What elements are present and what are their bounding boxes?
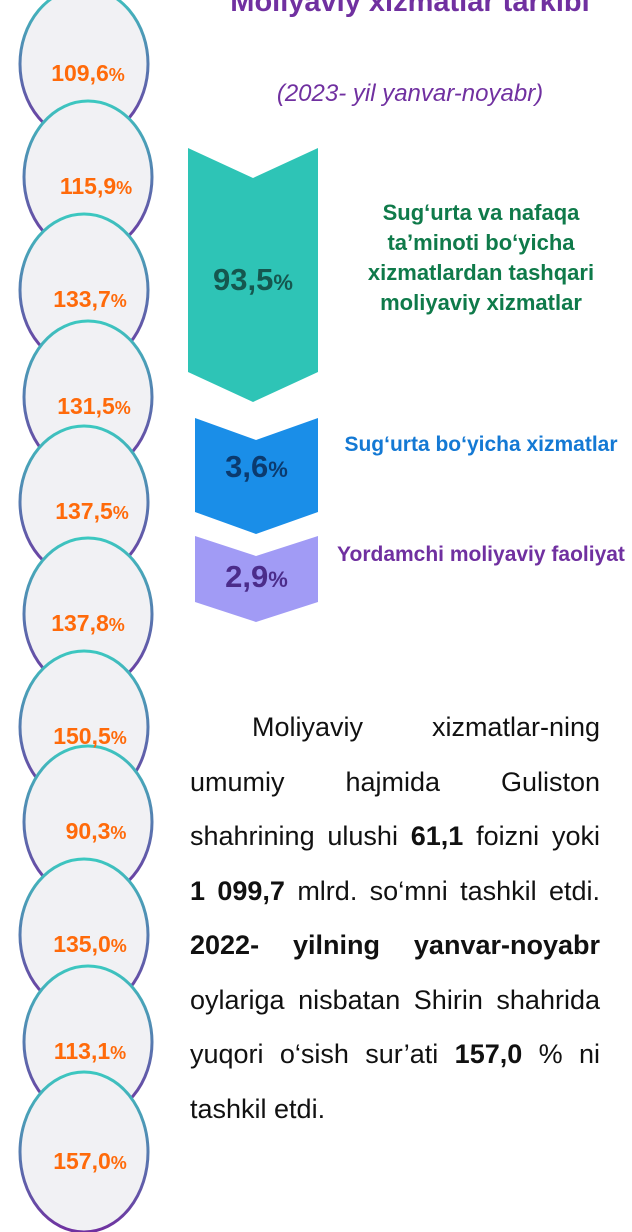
growth-unit: %: [111, 728, 127, 748]
growth-value: 150,5: [53, 723, 111, 749]
share-label: Sug‘urta bo‘yicha xizmatlar: [344, 433, 618, 456]
arrow-teal: [188, 148, 318, 402]
growth-label: 115,9%: [60, 173, 132, 199]
growth-unit: %: [110, 1043, 126, 1063]
share-value: 93,5%: [213, 262, 293, 297]
growth-value: 135,0: [53, 931, 111, 957]
growth-value: 137,5: [55, 498, 113, 524]
share-label: Sug‘urta va nafaqa ta’minoti bo‘yicha xi…: [367, 200, 595, 315]
growth-unit: %: [109, 615, 125, 635]
growth-unit: %: [110, 823, 126, 843]
text-run: oylariga nisbatan Shirin shahrida yuqori…: [190, 984, 600, 1070]
growth-value: 131,5: [57, 393, 115, 419]
share-value: 3,6%: [225, 449, 288, 484]
growth-value: 115,9: [60, 173, 116, 199]
growth-label: 135,0%: [53, 931, 127, 957]
growth-value: 133,7: [53, 286, 111, 312]
growth-label: 133,7%: [53, 286, 127, 312]
growth-circle: [18, 1070, 150, 1232]
growth-value: 90,3: [66, 818, 111, 844]
share-value: 2,9%: [225, 559, 288, 594]
share-label: Yordamchi moliyaviy faoliyat: [337, 543, 625, 566]
growth-label: 150,5%: [53, 723, 127, 749]
growth-label: 137,8%: [51, 610, 125, 636]
arrow-blue: [195, 418, 318, 534]
growth-unit: %: [116, 178, 132, 198]
growth-unit: %: [111, 936, 127, 956]
arrow-lavender: [195, 536, 318, 622]
growth-unit: %: [115, 398, 131, 418]
text-run: mlrd. so‘mni tashkil etdi.: [284, 875, 600, 906]
growth-value: 109,6: [51, 60, 109, 86]
text-run: Moliyaviy xizmatlar-ning umumiy hajmida …: [190, 712, 600, 851]
text-run: 157,0: [454, 1039, 523, 1069]
growth-unit: %: [113, 503, 129, 523]
paragraph: Moliyaviy xizmatlar-ning umumiy hajmida …: [190, 700, 600, 1136]
growth-unit: %: [111, 1153, 127, 1173]
growth-label: 113,1%: [54, 1038, 126, 1064]
growth-label: 109,6%: [51, 60, 125, 86]
text-run: 61,1: [410, 821, 464, 851]
text-run: 2022- yilning yanvar-noyabr: [190, 930, 600, 960]
growth-unit: %: [111, 291, 127, 311]
growth-value: 113,1: [54, 1038, 110, 1064]
title: Moliyaviy xizmatlar tarkibi: [230, 0, 590, 18]
subtitle: (2023- yil yanvar-noyabr): [276, 80, 544, 107]
growth-label: 131,5%: [57, 393, 131, 419]
growth-label: 137,5%: [55, 498, 129, 524]
growth-label: 90,3%: [66, 818, 127, 844]
text-run: foizni yoki: [463, 821, 600, 851]
growth-unit: %: [109, 65, 125, 85]
text-run: % ni tashkil etdi.: [190, 1039, 600, 1124]
growth-value: 157,0: [53, 1148, 111, 1174]
growth-label: 157,0%: [53, 1148, 127, 1174]
text-run: 1 099,7: [190, 875, 285, 906]
growth-value: 137,8: [51, 610, 109, 636]
